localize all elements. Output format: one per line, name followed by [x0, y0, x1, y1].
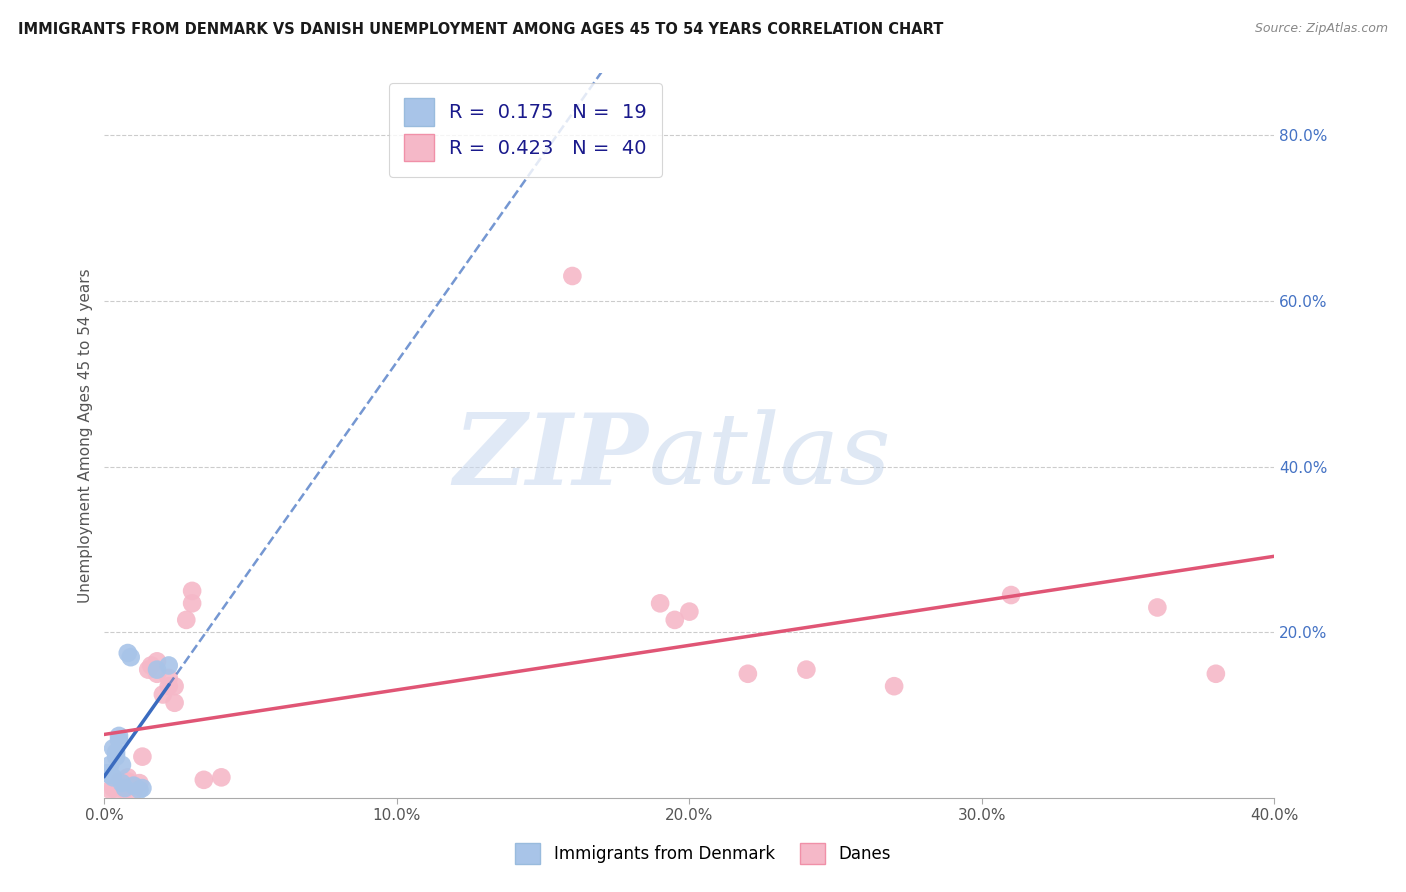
Point — [108, 729, 131, 743]
Point — [122, 779, 145, 793]
Point — [114, 778, 136, 792]
Point — [98, 758, 121, 772]
Point — [157, 679, 180, 693]
Point — [209, 770, 232, 784]
Text: IMMIGRANTS FROM DENMARK VS DANISH UNEMPLOYMENT AMONG AGES 45 TO 54 YEARS CORRELA: IMMIGRANTS FROM DENMARK VS DANISH UNEMPL… — [18, 22, 943, 37]
Point — [1146, 600, 1168, 615]
Point — [174, 613, 197, 627]
Point — [117, 646, 139, 660]
Point — [105, 782, 128, 797]
Text: ZIP: ZIP — [453, 409, 648, 506]
Point — [120, 650, 142, 665]
Point — [737, 666, 759, 681]
Point — [120, 779, 142, 793]
Point — [101, 741, 124, 756]
Point — [163, 696, 186, 710]
Point — [117, 774, 139, 789]
Point — [122, 780, 145, 794]
Point — [131, 749, 153, 764]
Point — [105, 749, 128, 764]
Point — [101, 781, 124, 796]
Point — [141, 658, 163, 673]
Point — [883, 679, 905, 693]
Point — [101, 770, 124, 784]
Point — [114, 781, 136, 796]
Y-axis label: Unemployment Among Ages 45 to 54 years: Unemployment Among Ages 45 to 54 years — [79, 268, 93, 603]
Point — [181, 583, 204, 598]
Point — [105, 746, 128, 760]
Point — [157, 658, 180, 673]
Point — [157, 671, 180, 685]
Point — [163, 679, 186, 693]
Point — [1205, 666, 1227, 681]
Legend: Immigrants from Denmark, Danes: Immigrants from Denmark, Danes — [509, 837, 897, 871]
Point — [136, 663, 159, 677]
Point — [111, 776, 134, 790]
Text: atlas: atlas — [648, 409, 891, 505]
Point — [146, 654, 169, 668]
Point — [796, 663, 818, 677]
Text: Source: ZipAtlas.com: Source: ZipAtlas.com — [1254, 22, 1388, 36]
Point — [561, 268, 583, 283]
Point — [146, 666, 169, 681]
Point — [117, 770, 139, 784]
Point — [181, 596, 204, 610]
Point — [111, 781, 134, 796]
Point — [98, 768, 121, 782]
Point — [108, 779, 131, 793]
Point — [146, 663, 169, 677]
Point — [128, 776, 150, 790]
Point — [152, 688, 174, 702]
Legend: R =  0.175   N =  19, R =  0.423   N =  40: R = 0.175 N = 19, R = 0.423 N = 40 — [389, 83, 662, 177]
Point — [650, 596, 672, 610]
Point — [114, 782, 136, 797]
Point — [1000, 588, 1022, 602]
Point — [108, 774, 131, 789]
Point — [122, 784, 145, 798]
Point — [111, 758, 134, 772]
Point — [664, 613, 686, 627]
Point — [193, 772, 215, 787]
Point — [98, 782, 121, 797]
Point — [96, 766, 118, 780]
Point — [111, 776, 134, 790]
Point — [131, 781, 153, 796]
Point — [128, 782, 150, 797]
Point — [678, 605, 700, 619]
Point — [108, 733, 131, 747]
